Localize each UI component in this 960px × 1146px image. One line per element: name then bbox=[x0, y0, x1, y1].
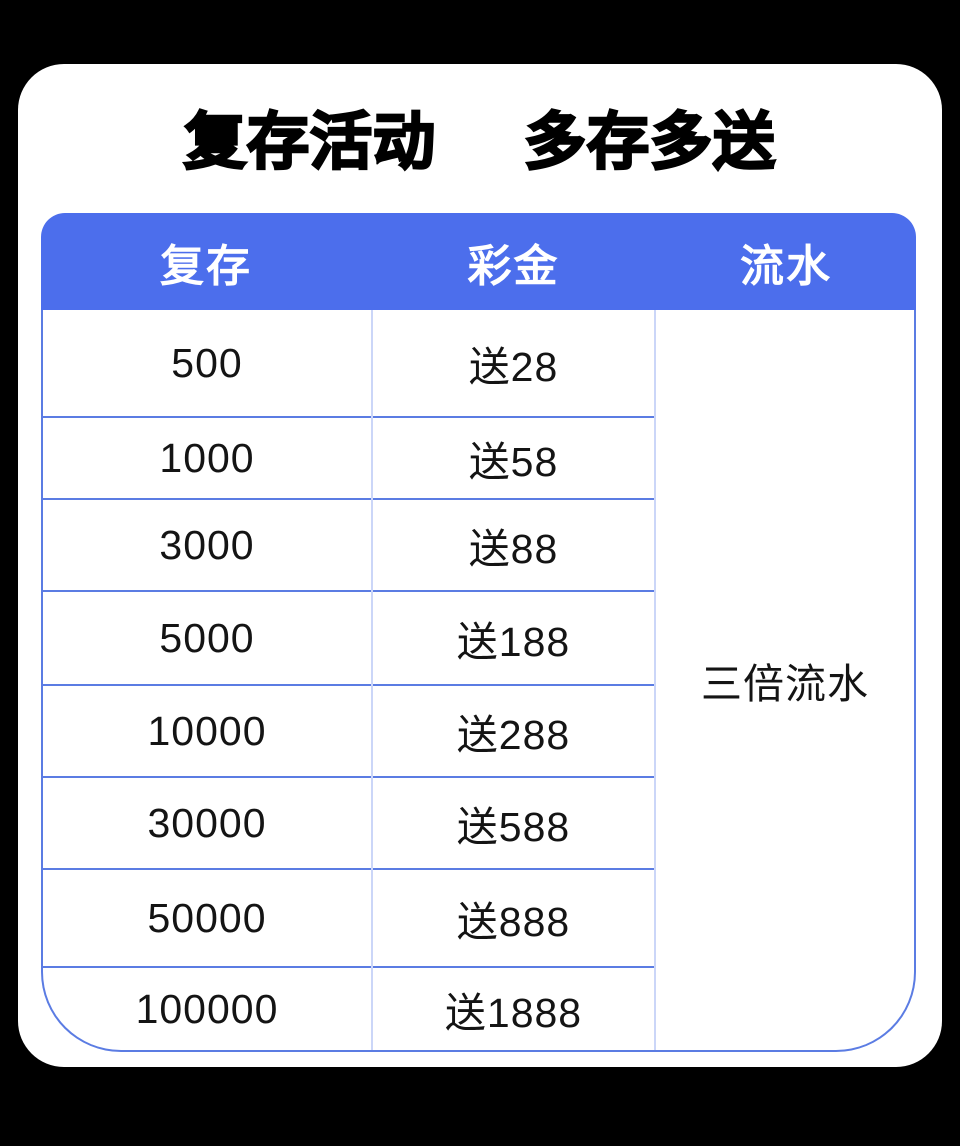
deposit-column: 500 1000 3000 5000 10000 30000 50000 100… bbox=[43, 310, 373, 1050]
promo-table: 复存 彩金 流水 500 1000 3000 5000 10000 30000 … bbox=[41, 213, 916, 1052]
deposit-cell: 500 bbox=[43, 310, 371, 418]
page-title: 复存活动 多存多送 bbox=[18, 108, 942, 177]
deposit-cell: 3000 bbox=[43, 500, 371, 592]
turnover-merged-cell: 三倍流水 bbox=[656, 310, 914, 1050]
table-body: 500 1000 3000 5000 10000 30000 50000 100… bbox=[41, 310, 916, 1052]
bonus-cell: 送88 bbox=[373, 500, 654, 592]
header-cell-deposit: 复存 bbox=[160, 241, 252, 291]
deposit-cell: 100000 bbox=[135, 985, 279, 1032]
bonus-column: 送28 送58 送88 送188 送288 送588 送888 送1888 bbox=[373, 310, 656, 1050]
header-cell-bonus: 彩金 bbox=[467, 241, 560, 291]
promo-card: 复存活动 多存多送 复存 彩金 流水 500 1000 3000 5000 10… bbox=[18, 64, 942, 1067]
deposit-cell: 50000 bbox=[43, 870, 371, 968]
bonus-cell: 送588 bbox=[373, 778, 654, 870]
turnover-note: 三倍流水 bbox=[701, 661, 869, 707]
page-title-part2: 多存多送 bbox=[523, 108, 777, 177]
deposit-cell: 5000 bbox=[43, 592, 371, 686]
table-header: 复存 彩金 流水 bbox=[41, 213, 916, 310]
deposit-cell: 1000 bbox=[43, 418, 371, 500]
bonus-cell: 送288 bbox=[373, 686, 654, 778]
bonus-cell: 送1888 bbox=[444, 990, 583, 1036]
bonus-cell: 送888 bbox=[373, 870, 654, 968]
deposit-cell: 30000 bbox=[43, 778, 371, 870]
header-cell-turnover: 流水 bbox=[740, 241, 832, 291]
deposit-cell: 10000 bbox=[43, 686, 371, 778]
bonus-cell: 送58 bbox=[373, 418, 654, 500]
bonus-cell: 送28 bbox=[373, 310, 654, 418]
page-title-part1: 复存活动 bbox=[183, 108, 437, 177]
bonus-cell: 送188 bbox=[373, 592, 654, 686]
